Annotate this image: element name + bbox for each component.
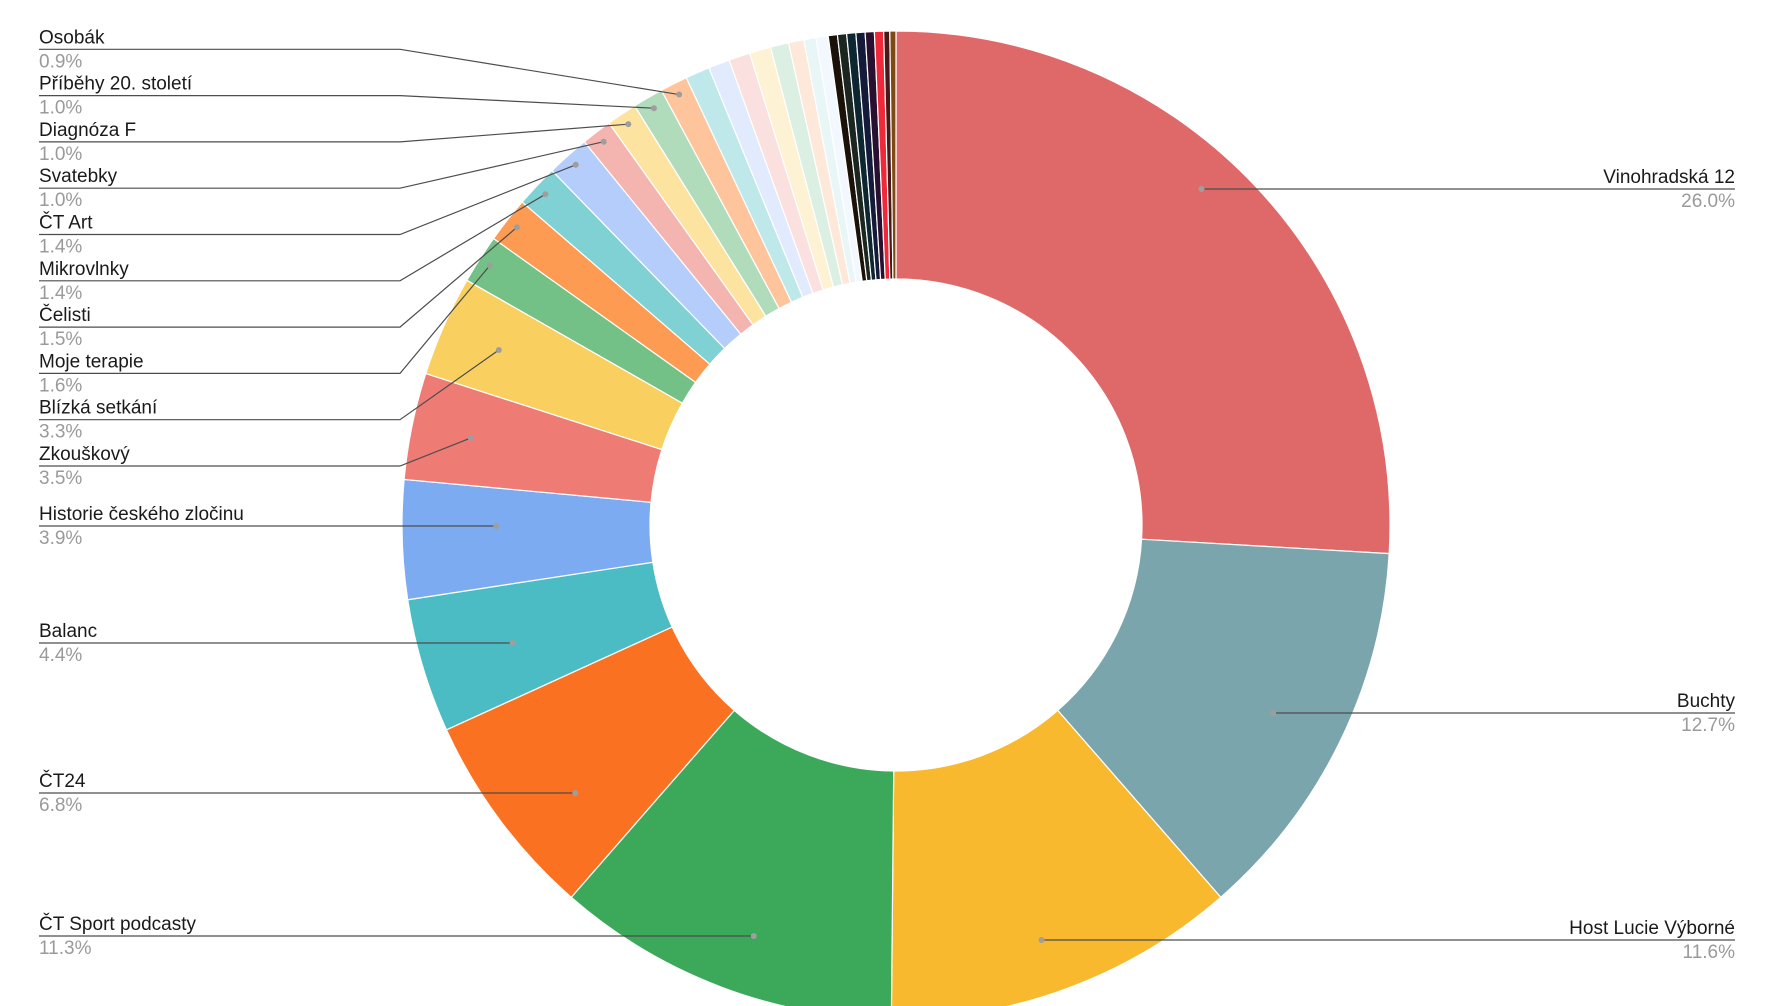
leader-dot-vinohradska-12 [1198, 186, 1205, 192]
slice-label-balanc: Balanc [39, 621, 97, 642]
slice-percent-svatebky: 1.0% [39, 190, 82, 211]
leader-dot-pribehy-20-stoleti [650, 105, 657, 112]
slice-percent-balanc: 4.4% [39, 645, 82, 666]
leader-dot-balanc [509, 640, 516, 646]
leader-dot-diagnoza-f [625, 121, 632, 128]
slice-label-ct24: ČT24 [39, 770, 86, 792]
slice-percent-mikrovlnky: 1.4% [39, 283, 82, 304]
leader-lines-group [39, 48, 1735, 943]
slice-unlabeled-16 [889, 30, 897, 280]
leader-dot-ct-sport-podcasty [750, 933, 757, 939]
slice-label-moje-terapie: Moje terapie [39, 351, 144, 372]
slice-label-svatebky: Svatebky [39, 166, 118, 187]
slice-label-vinohradska-12: Vinohradská 12 [1603, 167, 1735, 188]
slice-label-host-lucie-vyborne: Host Lucie Výborné [1569, 918, 1735, 939]
slice-percent-buchty: 12.7% [1681, 715, 1735, 736]
leader-line-osobak [39, 48, 680, 96]
slice-label-buchty: Buchty [1677, 691, 1736, 712]
slice-label-diagnoza-f: Diagnóza F [39, 120, 136, 141]
slice-vinohradska-12 [895, 30, 1391, 555]
leader-dot-buchty [1270, 710, 1277, 716]
slice-ct-sport-podcasty [570, 709, 895, 1006]
leader-dot-host-lucie-vyborne [1038, 937, 1045, 943]
leader-dot-svatebky [600, 138, 607, 145]
slice-host-lucie-vyborne [890, 709, 1222, 1006]
labels-group: Vinohradská 12 26.0% Buchty 12.7% Host Lucie… [39, 27, 1735, 963]
leader-dot-celisti [513, 224, 520, 231]
slice-label-ct-art: ČT Art [39, 212, 93, 234]
leader-line-diagnoza-f [39, 123, 629, 143]
leader-dot-ct24 [572, 790, 579, 796]
slice-buchty [1056, 538, 1390, 899]
leader-line-mikrovlnky [39, 193, 546, 282]
leader-line-pribehy-20-stoleti [39, 94, 654, 109]
slice-label-pribehy-20-stoleti: Příběhy 20. století [39, 74, 193, 95]
slice-percent-ct-art: 1.4% [39, 237, 82, 258]
slice-percent-zkouskovy: 3.5% [39, 468, 82, 489]
slice-label-celisti: Čelisti [39, 304, 91, 326]
leader-line-blizka-setkani [39, 349, 500, 421]
leader-dot-osobak [676, 91, 683, 98]
leader-dot-moje-terapie [486, 262, 493, 269]
slice-label-ct-sport-podcasty: ČT Sport podcasty [39, 913, 197, 935]
slice-percent-diagnoza-f: 1.0% [39, 144, 82, 165]
slice-label-mikrovlnky: Mikrovlnky [39, 259, 129, 280]
slice-percent-celisti: 1.5% [39, 329, 82, 350]
slice-percent-ct24: 6.8% [39, 795, 82, 816]
leader-line-svatebky [39, 141, 604, 189]
leader-line-zkouskovy [39, 437, 472, 467]
leader-line-celisti [39, 226, 518, 328]
slice-percent-vinohradska-12: 26.0% [1681, 191, 1735, 212]
slice-percent-blizka-setkani: 3.3% [39, 422, 82, 443]
slice-label-blizka-setkani: Blízká setkání [39, 398, 158, 419]
leader-line-ct-art [39, 164, 576, 236]
leader-dot-historie-ceskeho-zlocinu [493, 523, 500, 529]
slice-label-zkouskovy: Zkouškový [39, 444, 130, 465]
slice-percent-moje-terapie: 1.6% [39, 375, 82, 396]
leader-dot-zkouskovy [467, 434, 474, 441]
slice-percent-host-lucie-vyborne: 11.6% [1683, 942, 1736, 963]
slices-group [401, 30, 1391, 1006]
slice-percent-ct-sport-podcasty: 11.3% [39, 938, 92, 959]
slice-label-osobak: Osobák [39, 27, 105, 48]
leader-dot-blizka-setkani [495, 347, 502, 354]
slice-percent-historie-ceskeho-zlocinu: 3.9% [39, 528, 82, 549]
leader-dot-mikrovlnky [542, 191, 549, 198]
slice-percent-pribehy-20-stoleti: 1.0% [39, 98, 82, 119]
leader-line-moje-terapie [39, 265, 491, 374]
slice-percent-osobak: 0.9% [39, 51, 82, 72]
leader-dot-ct-art [572, 161, 579, 168]
slice-label-historie-ceskeho-zlocinu: Historie českého zločinu [39, 504, 244, 525]
